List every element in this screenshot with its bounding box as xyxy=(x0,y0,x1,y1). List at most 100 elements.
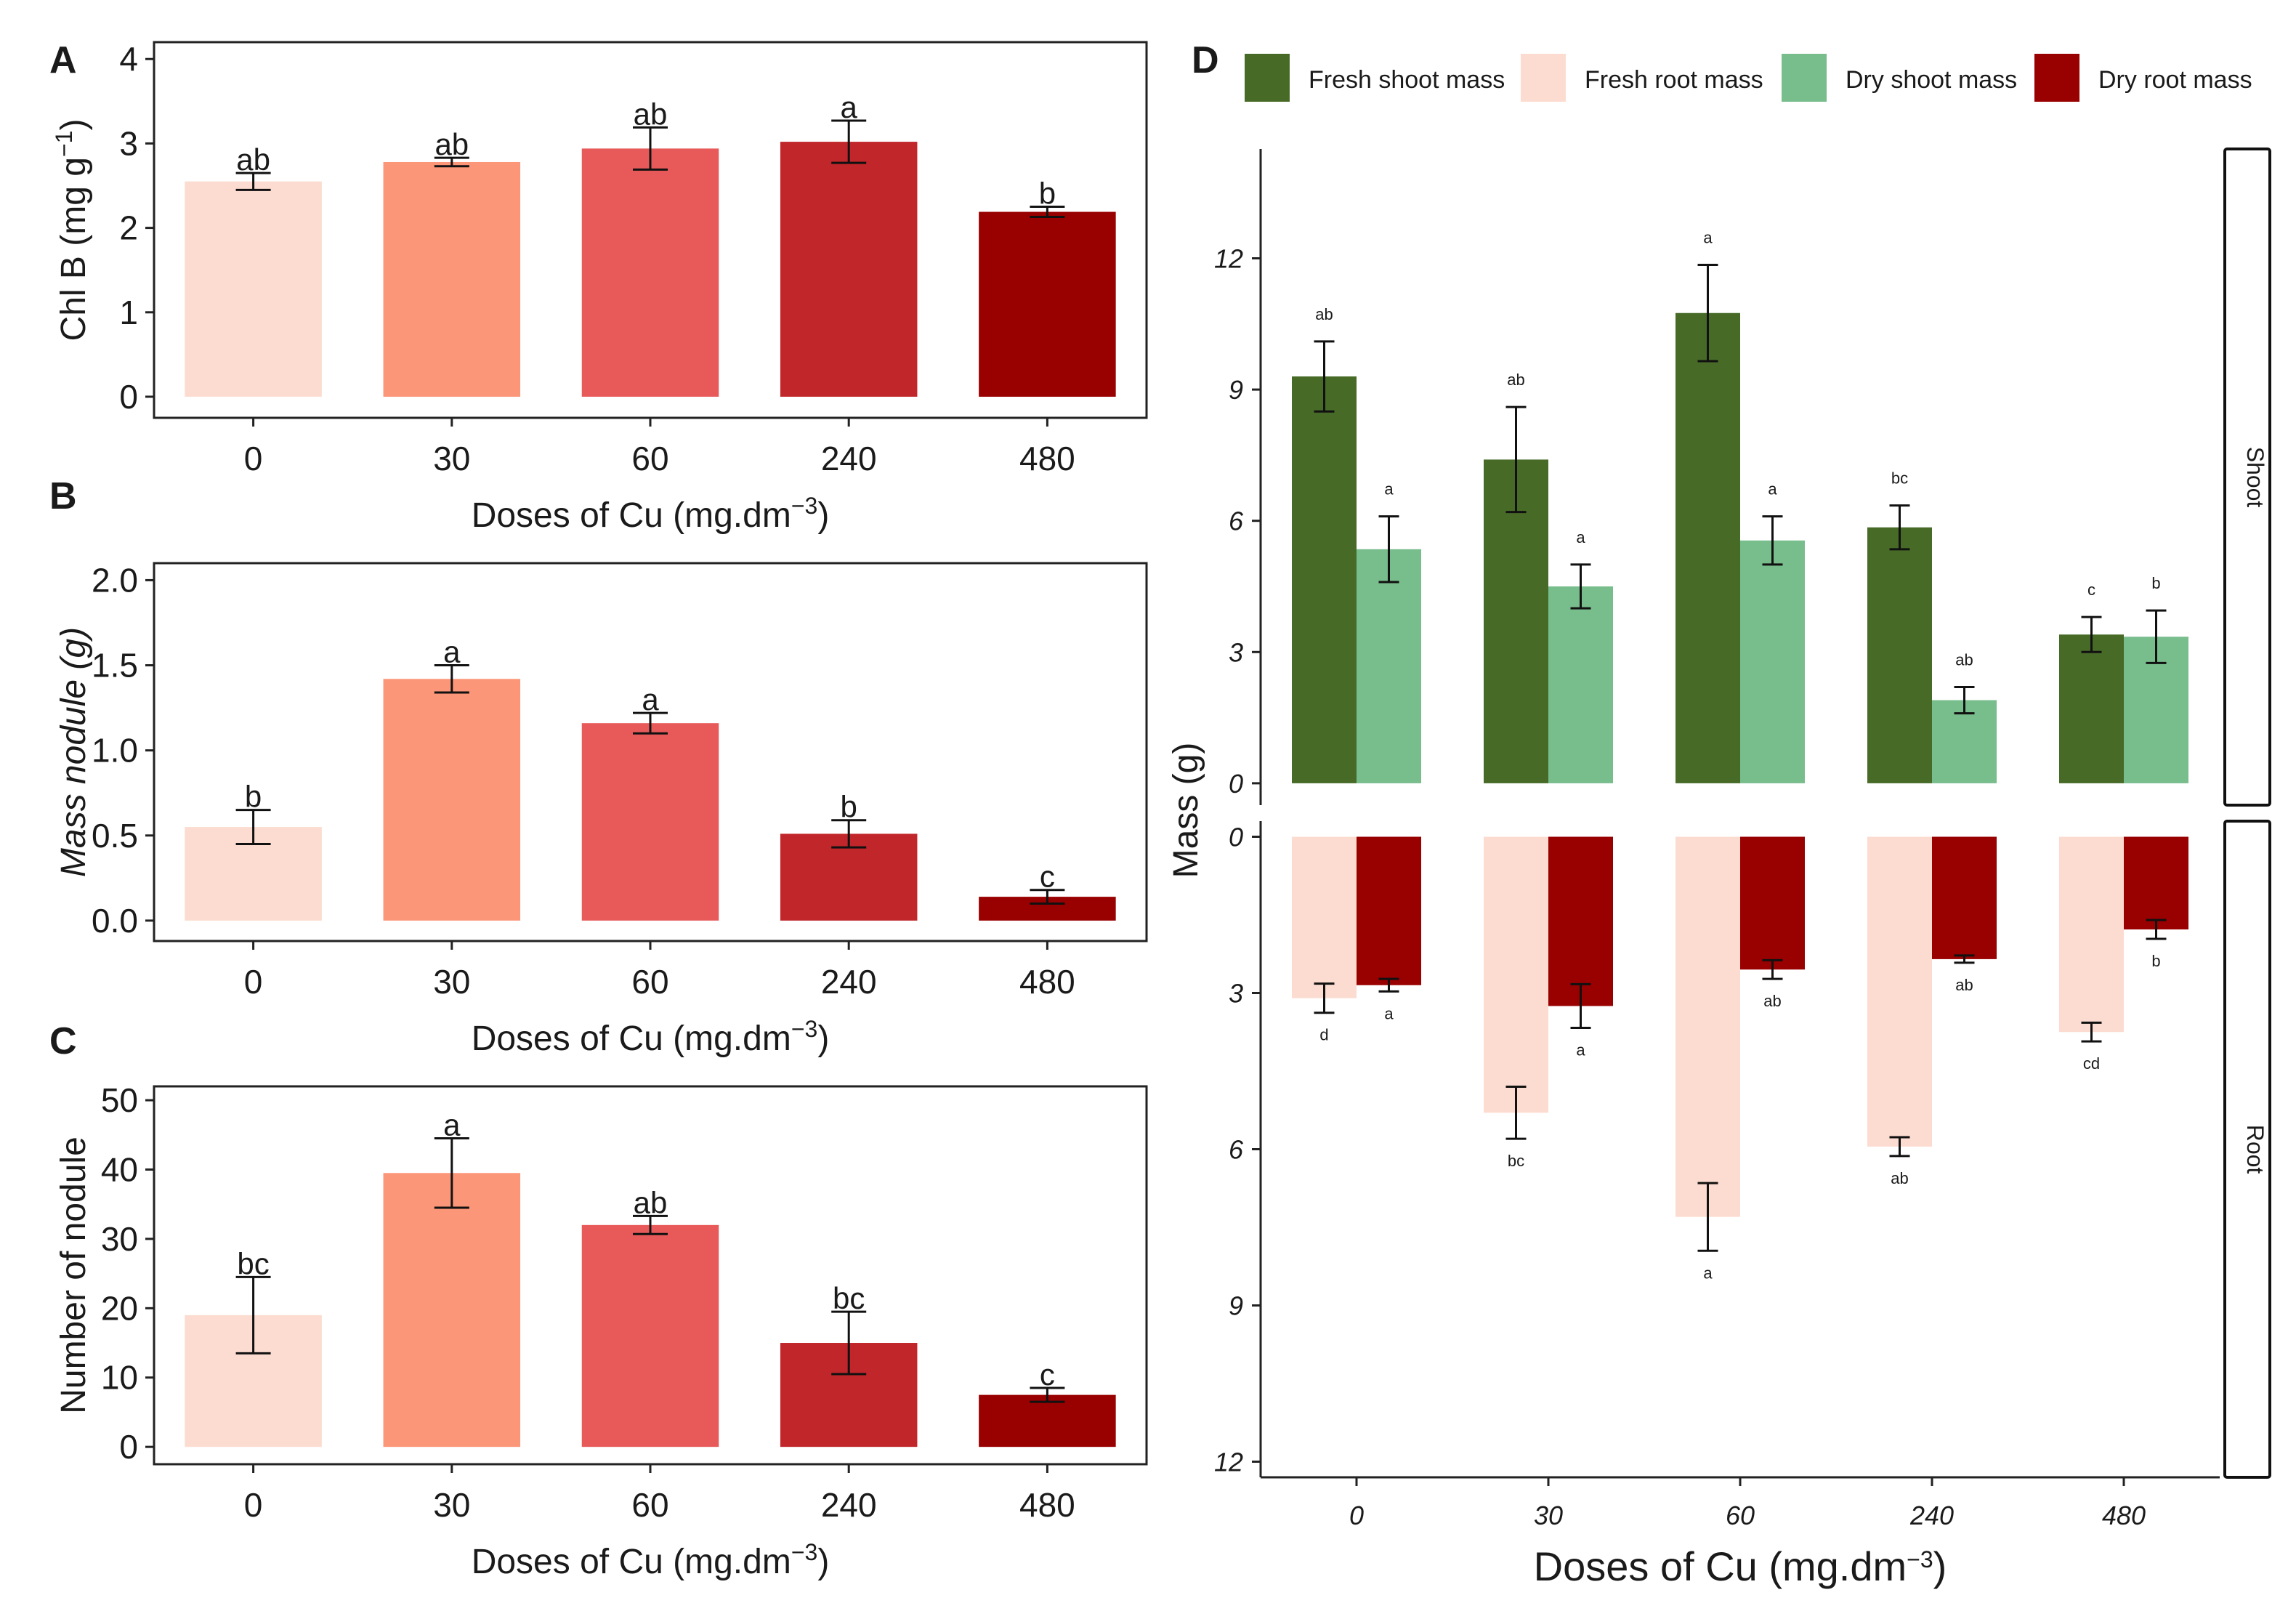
significance-label: ab xyxy=(236,142,270,177)
significance-label: cd xyxy=(2083,1054,2100,1073)
significance-label: ab xyxy=(634,97,668,131)
significance-label: b xyxy=(841,790,857,824)
significance-label: a xyxy=(1703,229,1713,247)
legend-label: Fresh root mass xyxy=(1585,66,1763,94)
y-tick-label: 10 xyxy=(101,1359,138,1397)
significance-label: c xyxy=(2087,581,2095,599)
bar xyxy=(979,1394,1116,1448)
legend-swatch xyxy=(1782,54,1827,102)
facet-label: Root xyxy=(2242,1125,2268,1174)
y-tick-label: 30 xyxy=(101,1220,138,1258)
x-tick-label: 480 xyxy=(1019,440,1075,477)
y-tick-label: 1 xyxy=(119,294,138,331)
x-tick-label: 480 xyxy=(1019,1486,1075,1524)
bar xyxy=(1932,836,1997,959)
significance-label: a xyxy=(443,635,461,669)
bar xyxy=(1292,376,1357,783)
y-tick-label: 0 xyxy=(119,1428,138,1466)
significance-label: ab xyxy=(1891,1169,1908,1187)
panel-letter-c: C xyxy=(49,1020,77,1062)
significance-label: ab xyxy=(1763,992,1781,1010)
facet-strip xyxy=(2223,148,2271,807)
bar xyxy=(1548,586,1613,783)
significance-label: a xyxy=(1576,1041,1585,1059)
x-tick-label: 60 xyxy=(1726,1501,1755,1530)
significance-label: b xyxy=(245,780,262,814)
significance-label: ab xyxy=(1507,371,1524,389)
significance-label: a xyxy=(1384,480,1394,498)
panel-letter-d: D xyxy=(1192,39,1219,81)
bar xyxy=(1675,836,1740,1217)
significance-label: b xyxy=(2151,952,2160,970)
significance-label: ab xyxy=(1955,650,1973,669)
bar xyxy=(1357,836,1421,985)
significance-label: a xyxy=(443,1108,461,1142)
significance-label: ab xyxy=(1315,305,1333,323)
x-tick-label: 30 xyxy=(433,440,470,477)
y-tick-label: 0 xyxy=(1229,769,1243,799)
y-axis-title: Mass (g) xyxy=(1167,743,1205,879)
y-tick-label: 3 xyxy=(1229,637,1243,667)
bar xyxy=(383,679,521,921)
y-tick-label: 2 xyxy=(119,209,138,247)
facet-label: Shoot xyxy=(2242,447,2268,508)
panel-b-mass-nodule: 0.0 0.5 1.0 1.5 2.0 b 0 a 30 a 60 b 240 c 480 Doses of … xyxy=(54,561,1148,1058)
significance-label: c xyxy=(1040,1357,1055,1392)
x-tick-label: 0 xyxy=(244,1486,263,1524)
x-axis-title: Doses of Cu (mg.dm−3) xyxy=(472,493,830,535)
bar xyxy=(1740,836,1805,970)
x-tick-label: 30 xyxy=(433,963,470,1001)
y-tick-label: 40 xyxy=(101,1150,138,1188)
significance-label: b xyxy=(1039,177,1056,211)
y-tick-label: 20 xyxy=(101,1289,138,1327)
x-tick-label: 30 xyxy=(433,1486,470,1524)
bar xyxy=(581,723,719,921)
bar xyxy=(1484,836,1548,1113)
y-tick-label: 2.0 xyxy=(92,561,138,599)
bar xyxy=(1867,527,1932,783)
significance-label: d xyxy=(1319,1026,1328,1044)
x-tick-label: 480 xyxy=(1019,963,1075,1001)
x-tick-label: 240 xyxy=(821,1486,877,1524)
bar xyxy=(1867,836,1932,1147)
bar xyxy=(185,181,322,397)
panel-letter-b: B xyxy=(49,475,77,517)
bar xyxy=(1675,312,1740,783)
panel-c-number-nodule: 0 10 20 30 40 50 bc 0 a 30 ab 60 bc 240 c 480 Doses of C… xyxy=(54,1081,1148,1581)
y-tick-label: 9 xyxy=(1229,1291,1243,1321)
significance-label: ab xyxy=(434,127,469,161)
significance-label: a xyxy=(1768,480,1777,498)
y-tick-label: 1.0 xyxy=(92,732,138,770)
legend-swatch xyxy=(1245,54,1290,102)
significance-label: a xyxy=(1576,528,1585,546)
significance-label: a xyxy=(642,682,659,716)
significance-label: ab xyxy=(634,1185,668,1219)
y-tick-label: 9 xyxy=(1229,375,1243,405)
legend-label: Dry root mass xyxy=(2098,66,2252,94)
x-tick-label: 240 xyxy=(821,963,877,1001)
bar xyxy=(1292,836,1357,998)
significance-label: ab xyxy=(1955,976,1973,994)
panel-letter-a: A xyxy=(49,39,77,81)
bar xyxy=(2124,836,2188,930)
x-tick-label: 60 xyxy=(631,963,668,1001)
y-tick-label: 12 xyxy=(1214,244,1243,274)
bar xyxy=(1740,540,1805,783)
y-axis-title: Number of nodule xyxy=(54,1136,93,1414)
panel-a-chl-b: 0 1 2 3 4 ab 0 ab 30 ab 60 a 240 b 480 Doses of Cu (mg.… xyxy=(51,40,1148,535)
x-axis-title: Doses of Cu (mg.dm−3) xyxy=(472,1016,830,1058)
y-tick-label: 50 xyxy=(101,1081,138,1119)
y-tick-label: 0.5 xyxy=(92,817,138,855)
bar xyxy=(979,211,1116,397)
bar xyxy=(780,142,918,397)
x-tick-label: 0 xyxy=(244,963,263,1001)
y-tick-label: 0.0 xyxy=(92,902,138,940)
y-tick-label: 1.5 xyxy=(92,647,138,685)
bar xyxy=(1548,836,1613,1006)
y-tick-label: 0 xyxy=(1229,823,1243,852)
legend: Fresh shoot mass Fresh root mass Dry shoot… xyxy=(1245,54,2252,102)
y-axis-title: Chl B (mg g−1) xyxy=(51,119,93,342)
significance-label: bc xyxy=(1891,469,1908,488)
x-tick-label: 60 xyxy=(631,440,668,477)
